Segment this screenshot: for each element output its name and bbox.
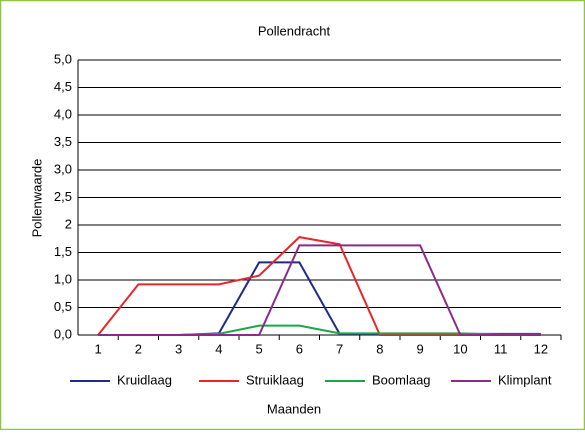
x-tick-label: 6 (296, 341, 303, 356)
y-tick-label: 0,5 (54, 299, 72, 314)
y-tick-label: 3,0 (54, 161, 72, 176)
y-tick-label: 4,0 (54, 106, 72, 121)
y-tick-label: 4,5 (54, 79, 72, 94)
legend-label: Boomlaag (372, 372, 431, 387)
y-tick-label: 1,0 (54, 271, 72, 286)
y-axis-label: Pollenwaarde (29, 159, 44, 238)
y-tick-label: 2,5 (54, 189, 72, 204)
y-tick-label: 5,0 (54, 51, 72, 66)
x-tick-label: 11 (494, 341, 508, 356)
x-tick-label: 7 (336, 341, 343, 356)
legend-label: Struiklaag (246, 372, 304, 387)
x-tick-label: 12 (534, 341, 548, 356)
y-tick-label: 1,5 (54, 244, 72, 259)
x-tick-label: 2 (135, 341, 142, 356)
x-tick-label: 9 (417, 341, 424, 356)
y-tick-label: 0,0 (54, 326, 72, 341)
y-tick-label: 2 (65, 216, 72, 231)
x-tick-label: 3 (175, 341, 182, 356)
legend-label: Klimplant (498, 372, 552, 387)
x-tick-label: 4 (215, 341, 222, 356)
x-axis-label: Maanden (267, 401, 321, 416)
x-tick-label: 1 (95, 341, 102, 356)
x-tick-label: 5 (256, 341, 263, 356)
x-tick-label: 8 (376, 341, 383, 356)
legend-label: Kruidlaag (117, 372, 172, 387)
x-tick-label: 10 (453, 341, 467, 356)
y-tick-label: 3,5 (54, 134, 72, 149)
chart-title: Pollendracht (258, 23, 331, 38)
series-line (98, 244, 541, 336)
